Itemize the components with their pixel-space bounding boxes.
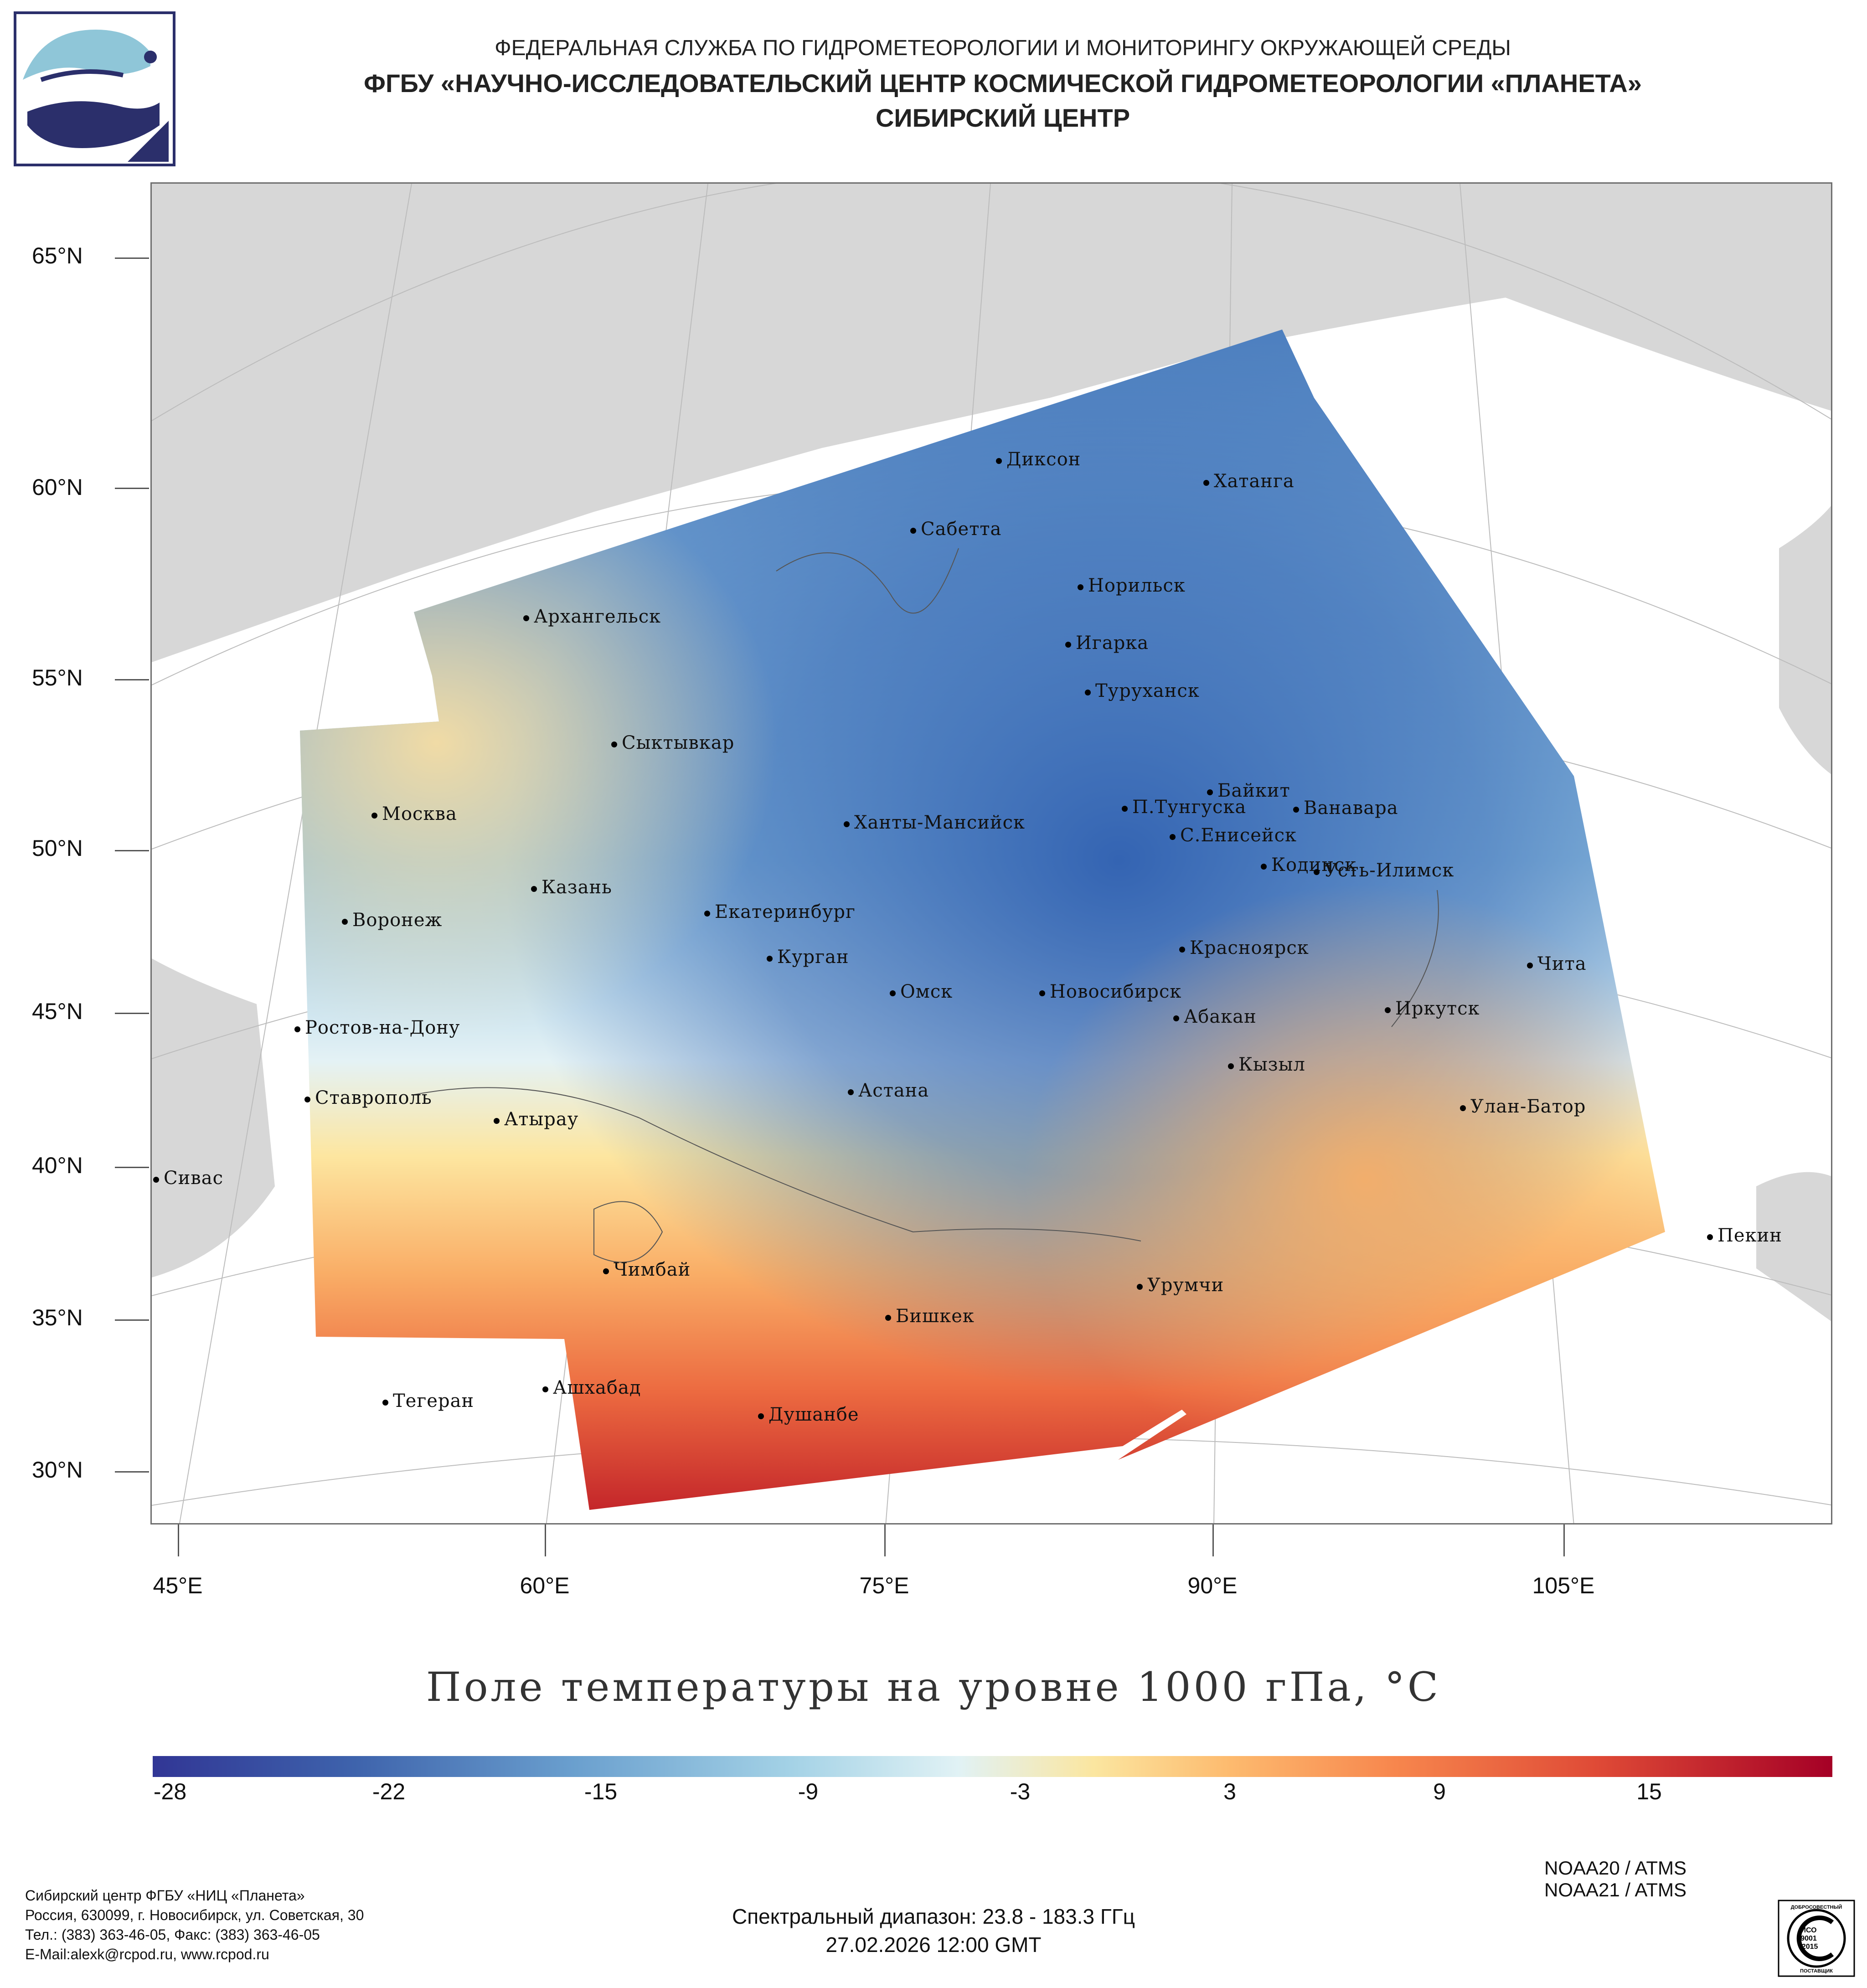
lat-label-30: 30°N	[32, 1457, 83, 1483]
institution-title: ФГБУ «НАУЧНО-ИССЛЕДОВАТЕЛЬСКИЙ ЦЕНТР КОС…	[364, 69, 1642, 98]
city-ulan-bator: Улан-Батор	[1460, 1096, 1586, 1117]
city-turukhansk: Туруханск	[1085, 680, 1200, 701]
iso-top-text: ДОБРОСОВЕСТНЫЙ	[1791, 1904, 1842, 1910]
satellite-1: NOAA20 / ATMS	[1544, 1857, 1686, 1879]
city-tegeran: Тегеран	[382, 1391, 474, 1411]
colorbar-tick: -28	[153, 1779, 187, 1804]
city-baykit: Байкит	[1207, 780, 1290, 801]
footer-address: Россия, 630099, г. Новосибирск, ул. Сове…	[25, 1907, 364, 1923]
footer-org: Сибирский центр ФГБУ «НИЦ «Планета»	[25, 1887, 305, 1904]
city-irkutsk: Иркутск	[1385, 998, 1480, 1019]
lat-tick	[115, 488, 149, 489]
city-moskva: Москва	[371, 803, 457, 824]
city-kyzyl: Кызыл	[1228, 1054, 1305, 1075]
city-voronezh: Воронеж	[342, 910, 442, 931]
lat-tick	[115, 258, 149, 259]
city-kazan: Казань	[531, 877, 612, 898]
iso-text-1: ИСО	[1800, 1926, 1816, 1934]
lon-label-105: 105°E	[1532, 1573, 1595, 1598]
city-dikson: Диксон	[996, 449, 1081, 470]
city-pekin: Пекин	[1707, 1225, 1782, 1246]
city-rostov-na-donu: Ростов-на-Дону	[294, 1017, 460, 1038]
city-omsk: Омск	[890, 981, 953, 1002]
center-title: СИБИРСКИЙ ЦЕНТР	[875, 103, 1130, 132]
lon-tick	[545, 1524, 546, 1556]
iso-badge: ДОБРОСОВЕСТНЫЙ ИСО 9001 -2015 ПОСТАВЩИК	[1778, 1900, 1855, 1977]
city-s-eniseysk: С.Енисейск	[1170, 825, 1297, 846]
lon-tick	[178, 1524, 179, 1556]
spectral-range: Спектральный диапазон: 23.8 - 183.3 ГГц	[732, 1905, 1135, 1928]
city-bishkek: Бишкек	[885, 1306, 975, 1327]
colorbar-tick: 9	[1433, 1779, 1446, 1804]
colorbar-tick: 15	[1636, 1779, 1662, 1804]
organization-title: ФЕДЕРАЛЬНАЯ СЛУЖБА ПО ГИДРОМЕТЕОРОЛОГИИ …	[495, 36, 1511, 60]
city-astana: Астана	[848, 1080, 929, 1101]
city-arkhangelsk: Архангельск	[523, 606, 661, 627]
colorbar-tick: -22	[372, 1779, 406, 1804]
city-ashkhabad: Ашхабад	[542, 1377, 641, 1398]
product-info: Спектральный диапазон: 23.8 - 183.3 ГГц …	[0, 1902, 1867, 1959]
city-abakan: Абакан	[1173, 1006, 1257, 1027]
satellite-block: NOAA20 / ATMS NOAA21 / ATMS	[1544, 1857, 1686, 1901]
city-khatanga: Хатанга	[1203, 471, 1295, 492]
footer-phones: Тел.: (383) 363-46-05, Факс: (383) 363-4…	[25, 1926, 320, 1943]
lon-label-90: 90°E	[1187, 1573, 1238, 1598]
map-title: Поле температуры на уровне 1000 гПа, °C	[426, 1664, 1441, 1710]
lat-label-45: 45°N	[32, 999, 83, 1024]
iso-text-2: 9001	[1800, 1935, 1817, 1942]
iso-bottom-text: ПОСТАВЩИК	[1800, 1968, 1833, 1974]
lat-label-55: 55°N	[32, 665, 83, 690]
city-syktyvkar: Сыктывкар	[611, 732, 734, 753]
city-novosibirsk: Новосибирск	[1039, 981, 1181, 1002]
colorbar	[153, 1756, 1832, 1777]
city-stavropol: Ставрополь	[304, 1087, 432, 1108]
city-vanavara: Ванавара	[1293, 798, 1398, 819]
lon-label-60: 60°E	[520, 1573, 570, 1598]
city-norilsk: Норильск	[1078, 575, 1186, 596]
lat-label-35: 35°N	[32, 1305, 83, 1330]
city-ekaterinburg: Екатеринбург	[704, 901, 856, 922]
lon-label-45: 45°E	[153, 1573, 203, 1598]
satellite-2: NOAA21 / ATMS	[1544, 1879, 1686, 1900]
colorbar-tick: -3	[1010, 1779, 1031, 1804]
lon-tick	[1212, 1524, 1214, 1556]
temperature-map	[152, 184, 1831, 1523]
colorbar-tick: -9	[798, 1779, 819, 1804]
city-urumchi: Урумчи	[1137, 1275, 1224, 1296]
city-khanty-mansiysk: Ханты-Мансийск	[844, 812, 1025, 833]
city-igarka: Игарка	[1065, 633, 1149, 654]
city-chimbay: Чимбай	[603, 1259, 691, 1280]
iso-text-3: -2015	[1800, 1943, 1818, 1951]
colorbar-tick: 3	[1223, 1779, 1236, 1804]
lat-tick	[115, 1013, 149, 1014]
planeta-logo	[14, 11, 175, 166]
lat-label-50: 50°N	[32, 835, 83, 861]
lat-label-40: 40°N	[32, 1153, 83, 1178]
city-p-tunguska: П.Тунгуска	[1122, 797, 1246, 818]
lat-tick	[115, 1167, 149, 1168]
lon-tick	[884, 1524, 886, 1556]
lon-tick	[1563, 1524, 1565, 1556]
city-chita: Чита	[1527, 953, 1587, 974]
city-krasnoyarsk: Красноярск	[1179, 937, 1309, 958]
lat-tick	[115, 1319, 149, 1321]
city-ust-ilimsk: Усть-Илимск	[1314, 860, 1454, 881]
lat-label-65: 65°N	[32, 243, 83, 268]
city-kurgan: Курган	[767, 947, 849, 968]
lat-tick	[115, 1471, 149, 1473]
lat-tick	[115, 850, 149, 851]
footer-email[interactable]: E-Mail:alexk@rcpod.ru, www.rcpod.ru	[25, 1946, 269, 1962]
map-frame	[150, 182, 1832, 1524]
city-sivas: Сивас	[153, 1168, 223, 1189]
lon-label-75: 75°E	[859, 1573, 909, 1598]
city-sabetta: Сабетта	[910, 519, 1001, 540]
city-dushanbe: Душанбе	[758, 1404, 859, 1425]
colorbar-tick: -15	[584, 1779, 618, 1804]
observation-datetime: 27.02.2026 12:00 GMT	[825, 1933, 1042, 1957]
city-atyrau: Атырау	[494, 1109, 578, 1130]
contact-block: Сибирский центр ФГБУ «НИЦ «Планета» Росс…	[25, 1886, 364, 1964]
lat-label-60: 60°N	[32, 474, 83, 500]
lat-tick	[115, 679, 149, 680]
